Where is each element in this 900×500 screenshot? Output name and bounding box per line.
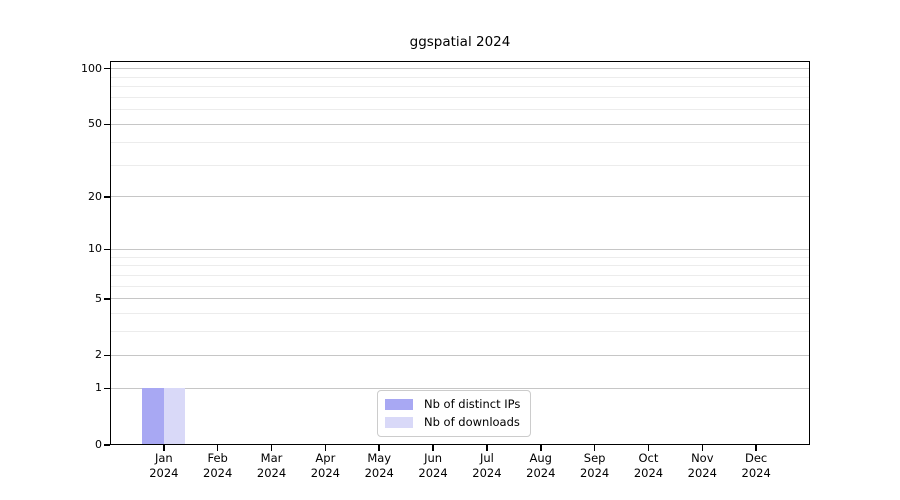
x-tick-label: Sep 2024 [567, 451, 623, 481]
x-tick-year: 2024 [687, 466, 717, 480]
x-tick-month: Mar [260, 451, 283, 465]
gridline-minor [110, 86, 810, 88]
x-tick-year: 2024 [579, 466, 610, 480]
x-tick-month: Sep [583, 451, 606, 465]
x-tick-year: 2024 [256, 466, 287, 480]
gridline-major [110, 123, 810, 125]
x-tick-year: 2024 [741, 466, 771, 480]
y-axis-tick [103, 298, 110, 300]
gridline-major [110, 354, 810, 356]
x-tick-label: Jun 2024 [405, 451, 461, 481]
legend: Nb of distinct IPs Nb of downloads [377, 390, 532, 437]
y-tick-label: 100 [81, 61, 102, 75]
y-axis-tick [103, 354, 110, 357]
gridline-major [110, 248, 810, 250]
x-tick-label: Dec 2024 [728, 451, 784, 481]
y-axis-tick [103, 67, 110, 70]
x-tick-year: 2024 [472, 466, 502, 480]
x-axis-tick [432, 445, 434, 451]
x-axis-tick [378, 445, 381, 451]
x-axis-tick [647, 445, 650, 451]
y-tick-label: 1 [95, 381, 102, 395]
x-axis-tick [539, 445, 542, 451]
x-tick-year: 2024 [203, 466, 233, 480]
gridline-major [110, 298, 810, 300]
x-tick-label: Jul 2024 [459, 451, 515, 481]
legend-swatch-distinct-ips [385, 398, 413, 410]
x-tick-label: Oct 2024 [620, 451, 676, 481]
x-axis-tick [163, 445, 165, 451]
y-tick-label: 0 [95, 438, 102, 451]
x-tick-month: Feb [207, 451, 228, 465]
gridline-minor [110, 331, 810, 333]
x-tick-year: 2024 [633, 466, 664, 480]
x-tick-year: 2024 [418, 466, 448, 480]
x-tick-label: Nov 2024 [674, 451, 730, 481]
x-tick-month: Jul [479, 451, 494, 465]
x-tick-year: 2024 [149, 466, 179, 480]
x-tick-month: Aug [529, 451, 552, 465]
x-tick-month: Oct [638, 451, 659, 465]
x-tick-label: Jan 2024 [136, 451, 192, 481]
gridline-minor [110, 76, 810, 78]
x-tick-year: 2024 [364, 466, 394, 480]
gridline-minor [110, 141, 810, 143]
gridline-minor [110, 313, 810, 315]
x-tick-label: Apr 2024 [297, 451, 353, 481]
gridline-minor [110, 265, 810, 267]
x-axis-tick [701, 445, 704, 451]
x-axis-tick [755, 445, 757, 451]
x-tick-month: May [367, 451, 392, 465]
legend-swatch-downloads [385, 416, 413, 428]
y-axis-tick [103, 123, 110, 126]
legend-entry-downloads: Nb of downloads [385, 414, 520, 430]
gridline-minor [110, 274, 810, 276]
gridline-minor [110, 256, 810, 258]
y-axis-tick [103, 444, 110, 446]
x-tick-month: Jun [424, 451, 443, 465]
y-tick-label: 50 [88, 117, 102, 131]
gridline-minor [110, 164, 810, 166]
bar-distinct-ips [142, 388, 164, 445]
legend-label-downloads: Nb of downloads [424, 415, 520, 429]
gridline-minor [110, 96, 810, 98]
x-tick-month: Nov [691, 451, 714, 465]
y-axis-tick [103, 387, 110, 390]
gridline-minor [110, 109, 810, 111]
x-tick-label: Aug 2024 [513, 451, 569, 481]
x-tick-month: Apr [315, 451, 336, 465]
x-axis-tick [324, 445, 327, 451]
plot-area [110, 61, 810, 445]
x-tick-month: Jan [154, 451, 173, 465]
bar-downloads [163, 388, 186, 445]
x-tick-year: 2024 [310, 466, 341, 480]
gridline-major [110, 196, 810, 198]
x-axis-tick [216, 445, 219, 451]
x-tick-label: Feb 2024 [190, 451, 246, 481]
x-tick-label: May 2024 [351, 451, 407, 481]
x-tick-label: Mar 2024 [244, 451, 300, 481]
gridline-minor [110, 285, 810, 287]
legend-entry-distinct-ips: Nb of distinct IPs [385, 396, 520, 412]
gridline-major [110, 68, 810, 70]
x-tick-month: Dec [745, 451, 768, 465]
gridline-major [110, 387, 810, 389]
y-axis-tick [103, 195, 110, 198]
y-axis-tick [103, 248, 110, 251]
legend-label-distinct-ips: Nb of distinct IPs [424, 397, 521, 411]
x-axis-tick [593, 445, 596, 451]
x-axis-tick [486, 445, 488, 451]
chart-title: ggspatial 2024 [409, 34, 511, 50]
y-tick-label: 2 [95, 348, 102, 362]
x-tick-year: 2024 [526, 466, 556, 480]
x-axis-tick [270, 445, 273, 451]
y-tick-label: 10 [88, 242, 102, 256]
y-tick-label: 5 [95, 291, 102, 305]
y-tick-label: 20 [88, 189, 102, 203]
